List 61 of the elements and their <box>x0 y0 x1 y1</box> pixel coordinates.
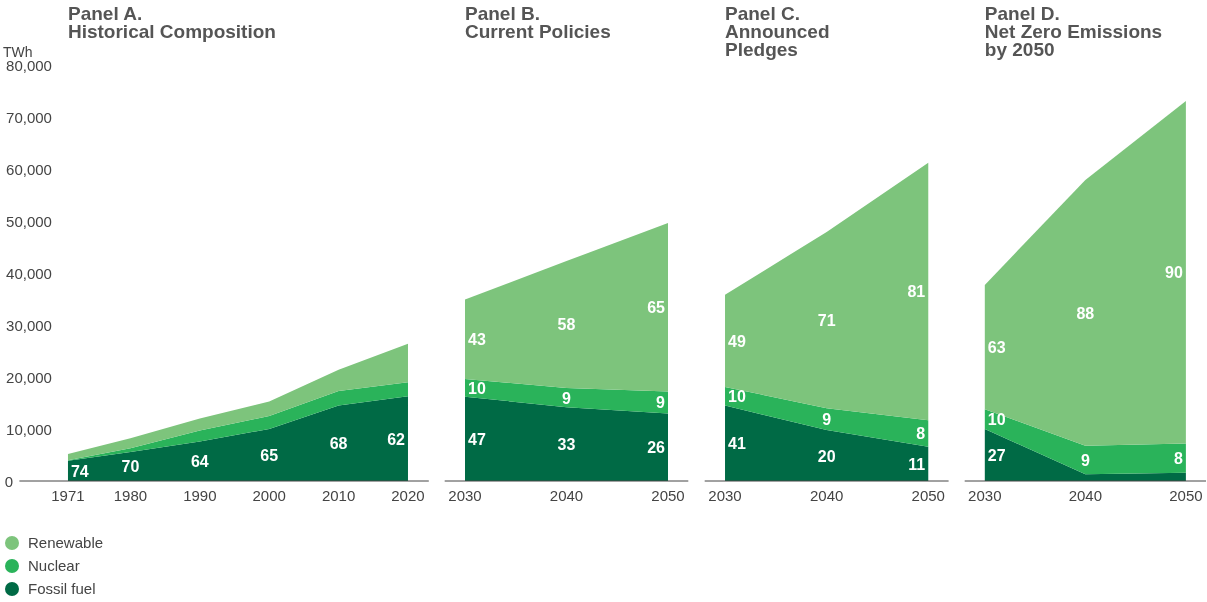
annotation: 20 <box>817 447 836 465</box>
annotation: 10 <box>987 411 1006 429</box>
annotation: 62 <box>387 430 406 448</box>
x-tick-label: 2030 <box>968 487 1002 504</box>
annotation: 88 <box>1076 304 1095 322</box>
y-tick-label: 20,000 <box>6 368 52 386</box>
annotation: 70 <box>121 458 140 476</box>
y-tick-label: 10,000 <box>6 420 52 438</box>
annotation: 74 <box>70 462 89 480</box>
annotation: 9 <box>1080 451 1090 469</box>
x-tick-label: 2010 <box>321 487 356 504</box>
y-tick-label: 30,000 <box>6 316 52 334</box>
annotation: 41 <box>728 435 746 453</box>
annotation: 64 <box>190 453 209 471</box>
x-tick-label: 2050 <box>911 487 945 504</box>
annotation: 58 <box>557 316 576 334</box>
annotation: 71 <box>817 312 836 330</box>
annotation: 65 <box>647 299 666 317</box>
chart-title: Panel A. Historical Composition <box>67 3 276 42</box>
annotation: 9 <box>562 389 572 407</box>
y-tick-label: 60,000 <box>6 160 52 178</box>
annotation: 90 <box>1165 264 1183 282</box>
x-tick-label: 2000 <box>252 487 286 504</box>
y-tick-label: 0 <box>4 472 14 490</box>
annotation: 65 <box>260 447 279 464</box>
annotation: 63 <box>987 339 1006 357</box>
legend-label: Renewable <box>28 534 104 551</box>
x-tick-label: 2030 <box>448 487 482 504</box>
x-tick-label: 2040 <box>1068 487 1103 504</box>
x-tick-label: 1980 <box>113 487 148 504</box>
x-tick-label: 1971 <box>51 487 85 504</box>
annotation: 8 <box>916 425 926 443</box>
annotation: 68 <box>329 435 348 453</box>
x-tick-label: 2050 <box>1169 487 1203 504</box>
x-tick-label: 2020 <box>391 487 425 504</box>
annotation: 49 <box>728 332 746 350</box>
y-tick-label: 70,000 <box>6 108 52 126</box>
annotation: 10 <box>468 379 486 397</box>
annotation: 26 <box>647 439 666 457</box>
chart-title: Panel D. Net Zero Emissions by 2050 <box>984 3 1163 60</box>
annotation: 9 <box>822 411 832 429</box>
annotation: 81 <box>907 283 926 301</box>
annotation: 27 <box>987 447 1006 464</box>
chart-title: Panel C. Announced Pledges <box>725 3 830 60</box>
y-tick-label: 50,000 <box>6 212 52 230</box>
y-tick-label: 40,000 <box>6 264 52 282</box>
annotation: 43 <box>468 331 486 349</box>
x-tick-label: 2040 <box>549 487 584 504</box>
annotation: 10 <box>728 388 746 406</box>
x-tick-label: 2040 <box>809 487 844 504</box>
x-tick-label: 2030 <box>708 487 742 504</box>
legend-label: Nuclear <box>28 557 80 574</box>
chart-title: Panel B. Current Policies <box>465 3 611 42</box>
annotation: 11 <box>908 455 926 473</box>
x-tick-label: 1990 <box>183 487 217 504</box>
annotation: 33 <box>557 436 576 454</box>
annotation: 47 <box>468 430 486 448</box>
x-tick-label: 2050 <box>651 487 685 504</box>
legend-label: Fossil fuel <box>28 580 96 597</box>
annotation: 8 <box>1173 450 1183 468</box>
annotation: 9 <box>656 394 666 412</box>
